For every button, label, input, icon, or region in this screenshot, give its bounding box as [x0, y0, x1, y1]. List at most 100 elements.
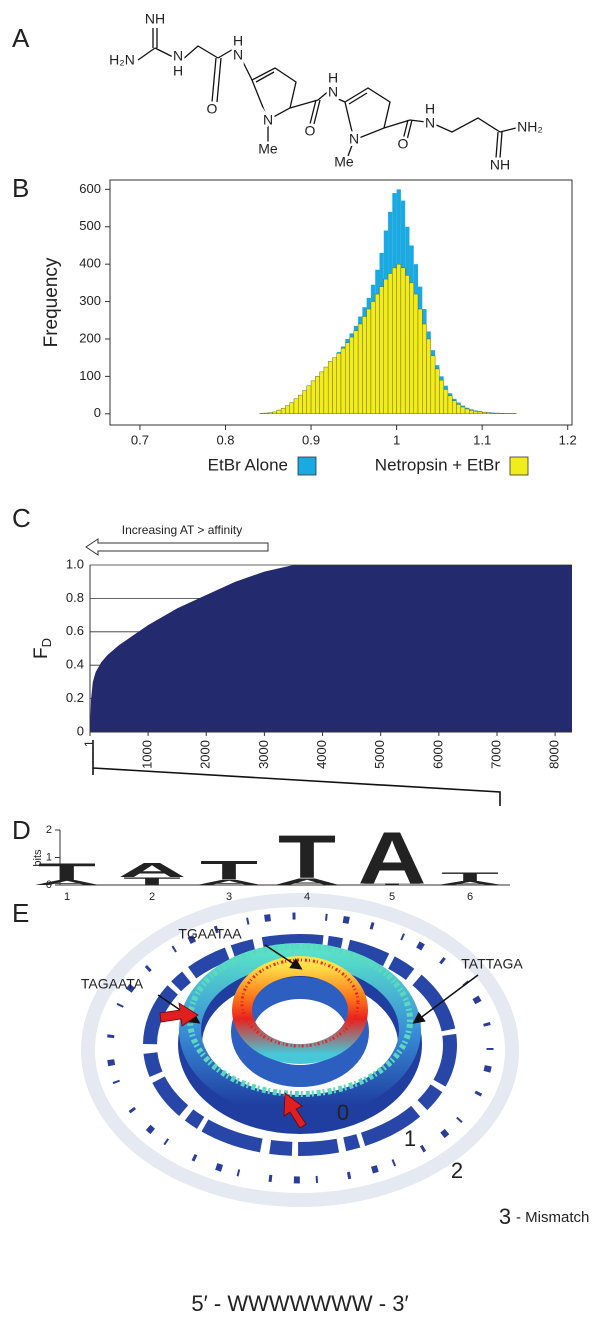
- logo-letter: T: [38, 859, 96, 886]
- panel-label: C: [12, 503, 31, 533]
- logo-letter: A: [195, 878, 264, 887]
- atom-label: H: [233, 33, 243, 49]
- atom-label: N: [349, 131, 359, 147]
- x-tick-label: 1.1: [473, 432, 491, 447]
- x-tick-label: 2000: [198, 740, 213, 769]
- histogram-bar: [434, 368, 440, 414]
- histogram-bar: [387, 273, 393, 414]
- histogram-bar: [302, 390, 307, 414]
- atom-label: NH: [145, 11, 165, 27]
- y-tick-label: 0.2: [66, 690, 84, 705]
- position-label: 3: [226, 891, 232, 903]
- ring-label: 1: [404, 1126, 416, 1151]
- x-tick-label: 4000: [314, 740, 329, 769]
- y-axis-label-main: F: [31, 647, 52, 659]
- y-tick-label: 2: [46, 824, 52, 836]
- atom-label: H: [425, 101, 435, 117]
- sequence-annotation: TAGAATA: [81, 976, 144, 992]
- logo-letter: T: [278, 823, 336, 891]
- histogram-bar: [332, 357, 337, 414]
- histogram-bar: [460, 406, 466, 414]
- atom-label: N: [328, 84, 338, 100]
- position-label: 6: [467, 891, 473, 903]
- atom-label: H: [173, 63, 183, 79]
- histogram-bar: [417, 308, 423, 414]
- histogram-bar: [345, 342, 350, 414]
- histogram-bar: [285, 405, 290, 414]
- position-label: 4: [304, 891, 310, 903]
- x-tick-label: 0.9: [302, 432, 320, 447]
- panel-label: B: [12, 173, 29, 203]
- histogram-bar: [477, 411, 483, 414]
- atom-label: N: [263, 112, 273, 128]
- caption: 5′ - WWWWWWW - 3′: [191, 1291, 408, 1316]
- area: [90, 565, 572, 732]
- logo-letter: T: [363, 883, 421, 885]
- x-tick-label: 5000: [372, 740, 387, 769]
- histogram-bar: [426, 338, 432, 414]
- histogram-bar: [413, 293, 419, 414]
- logo-letter: A: [273, 877, 342, 888]
- x-tick-label: 0.8: [216, 432, 234, 447]
- annotation: Increasing AT > affinity: [122, 523, 242, 537]
- y-tick-label: 0.4: [66, 657, 84, 672]
- histogram-bar: [349, 336, 355, 414]
- x-tick-label: 1000: [140, 740, 155, 769]
- y-tick-label: 1.0: [66, 556, 84, 571]
- histogram-bar: [383, 278, 389, 414]
- histogram-bar: [481, 412, 487, 414]
- logo-letter: A: [33, 879, 102, 887]
- x-tick-label: 3000: [256, 740, 271, 769]
- y-tick-label: 100: [79, 368, 101, 383]
- histogram-bar: [366, 308, 372, 414]
- histogram-bar: [272, 411, 278, 414]
- histogram-bar: [289, 402, 295, 414]
- histogram-bar: [430, 355, 436, 414]
- histogram-bar: [400, 267, 406, 414]
- x-tick-label: 1: [81, 740, 96, 747]
- atom-label: H₂N: [109, 52, 135, 68]
- atom-label: N: [173, 48, 183, 64]
- histogram-bar: [306, 385, 312, 414]
- zoom-bracket: [92, 740, 501, 806]
- histogram-bar: [336, 352, 342, 414]
- histogram-bar: [310, 380, 316, 414]
- atom-label: Me: [334, 154, 354, 170]
- ring-label: 2: [451, 1158, 463, 1183]
- histogram-bar: [276, 409, 282, 414]
- ring-diagram: [81, 893, 519, 1207]
- legend-label: EtBr Alone: [208, 455, 288, 474]
- atom-label: NH₂: [517, 119, 543, 135]
- ring-label: 3: [499, 1204, 511, 1229]
- histogram-bar: [396, 263, 402, 414]
- histogram-bar: [280, 407, 286, 414]
- sequence-annotation: TATTAGA: [461, 956, 523, 972]
- x-tick-label: 0.7: [131, 432, 149, 447]
- histogram-bar: [404, 275, 410, 414]
- atom-label: Me: [258, 141, 278, 157]
- histogram-bar: [409, 282, 414, 414]
- y-tick-label: 300: [79, 293, 101, 308]
- atom-label: N: [233, 47, 243, 63]
- histogram-bar: [298, 394, 303, 414]
- atom-label: NH: [490, 157, 510, 173]
- logo-letter: T: [200, 855, 258, 885]
- histogram-bar: [379, 286, 384, 414]
- histogram-bar: [452, 400, 457, 414]
- atom-label: H: [328, 70, 338, 86]
- atom-label: O: [398, 136, 409, 152]
- histogram-bar: [464, 408, 470, 414]
- histogram-bar: [447, 395, 453, 414]
- histogram-bar: [439, 379, 444, 414]
- histogram-bar: [392, 267, 397, 414]
- histogram-bar: [473, 410, 479, 414]
- histogram-bar: [469, 410, 474, 414]
- y-tick-label: 0: [77, 723, 84, 738]
- histogram-bar: [456, 404, 461, 414]
- y-tick-label: 0.6: [66, 623, 84, 638]
- x-tick-label: 1: [393, 432, 400, 447]
- atom-label: O: [207, 101, 218, 117]
- histogram-bar: [486, 412, 491, 414]
- histogram-bar: [293, 398, 299, 414]
- legend-label: Netropsin + EtBr: [375, 455, 501, 474]
